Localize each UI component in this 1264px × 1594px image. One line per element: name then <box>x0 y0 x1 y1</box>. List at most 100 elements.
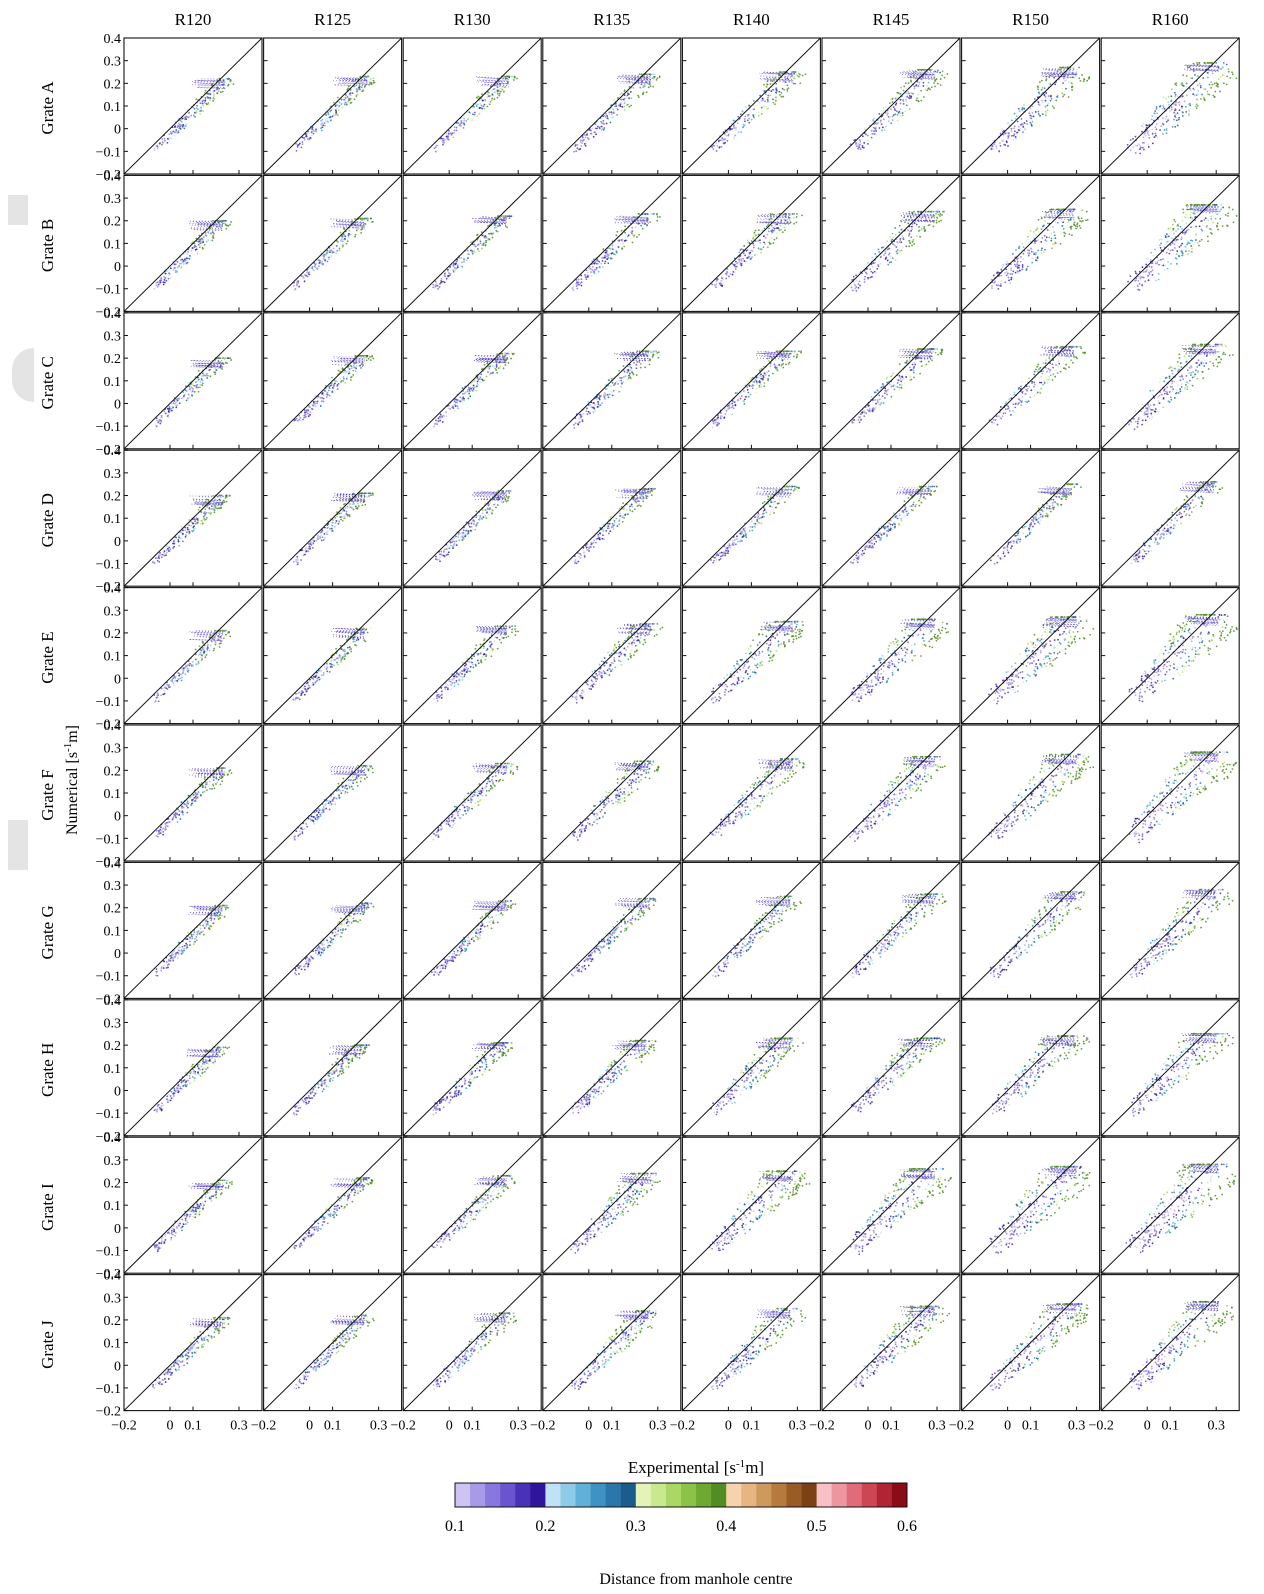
data-point <box>445 277 448 280</box>
data-point <box>502 367 505 370</box>
panel-grate-c-r125 <box>263 312 403 450</box>
data-point <box>1013 127 1016 130</box>
data-point <box>605 113 607 115</box>
data-streak <box>341 223 365 226</box>
data-point <box>325 250 328 253</box>
data-point <box>1190 245 1193 247</box>
data-point <box>168 136 171 139</box>
data-point <box>614 253 617 256</box>
data-point <box>587 400 590 403</box>
reference-line-1to1 <box>124 312 262 449</box>
data-point <box>760 100 763 102</box>
data-point <box>596 262 599 265</box>
data-point <box>1029 229 1032 232</box>
data-point <box>197 243 200 246</box>
data-point <box>333 114 336 117</box>
data-streak <box>757 221 791 224</box>
data-point <box>623 90 626 93</box>
data-point <box>1183 100 1186 103</box>
data-point <box>1018 247 1020 249</box>
data-point <box>776 227 779 229</box>
panel-grate-b-r150 <box>961 174 1101 312</box>
data-point <box>619 93 622 96</box>
data-point <box>172 130 175 133</box>
data-point <box>480 104 483 107</box>
data-point <box>1162 258 1164 260</box>
data-point <box>1221 225 1224 227</box>
data-point <box>1192 93 1195 96</box>
data-point <box>1154 248 1156 251</box>
data-point <box>461 397 464 400</box>
data-point <box>745 106 748 109</box>
data-point <box>894 113 897 116</box>
data-point <box>170 409 173 412</box>
data-point <box>911 244 913 247</box>
data-streak <box>191 81 226 83</box>
data-point <box>1190 211 1193 214</box>
data-point <box>605 122 608 125</box>
data-point <box>1186 66 1189 69</box>
data-point <box>762 105 765 108</box>
data-point <box>1066 71 1069 73</box>
data-point <box>1187 217 1190 220</box>
data-point <box>753 116 756 119</box>
data-point <box>899 102 902 105</box>
data-point <box>327 258 330 260</box>
data-point <box>172 406 174 409</box>
data-point <box>183 127 186 130</box>
data-point <box>882 107 885 109</box>
data-point <box>641 92 644 95</box>
data-streak <box>478 76 510 80</box>
data-point <box>336 373 339 376</box>
data-point <box>198 110 201 112</box>
data-point <box>1194 74 1196 76</box>
data-point <box>174 267 177 269</box>
data-point <box>651 73 654 76</box>
data-point <box>921 68 924 71</box>
data-point <box>221 357 224 360</box>
data-point <box>1196 99 1199 102</box>
data-point <box>907 90 910 93</box>
data-point <box>314 264 317 266</box>
data-point <box>1190 226 1192 229</box>
data-point <box>772 101 775 104</box>
data-point <box>320 262 323 265</box>
data-point <box>1020 107 1023 109</box>
data-point <box>175 132 178 135</box>
data-point <box>858 280 861 283</box>
data-point <box>493 224 496 226</box>
data-point <box>871 271 874 274</box>
data-point <box>194 115 197 118</box>
data-point <box>491 89 493 92</box>
data-point <box>361 228 364 231</box>
data-point <box>456 399 459 402</box>
data-point <box>621 92 623 95</box>
data-point <box>1148 273 1151 275</box>
data-point <box>769 238 771 241</box>
data-point <box>639 86 642 89</box>
data-point <box>1177 101 1180 104</box>
data-point <box>767 230 770 233</box>
data-point <box>1182 85 1185 87</box>
data-point <box>1049 99 1052 102</box>
data-point <box>229 223 232 226</box>
data-point <box>468 392 471 395</box>
data-point <box>1191 103 1194 106</box>
data-point <box>1163 129 1166 131</box>
data-point <box>200 106 202 109</box>
data-point <box>202 373 205 376</box>
data-point <box>503 90 505 93</box>
data-point <box>744 115 747 118</box>
data-point <box>602 248 605 251</box>
data-point <box>1030 248 1033 250</box>
data-point <box>354 366 356 369</box>
data-streak <box>1049 217 1075 221</box>
data-point <box>479 240 482 243</box>
data-point <box>1040 252 1043 254</box>
data-point <box>454 263 457 266</box>
data-point <box>298 142 301 145</box>
data-point <box>734 268 737 270</box>
data-point <box>890 122 893 125</box>
data-point <box>610 377 613 380</box>
data-point <box>350 379 352 381</box>
